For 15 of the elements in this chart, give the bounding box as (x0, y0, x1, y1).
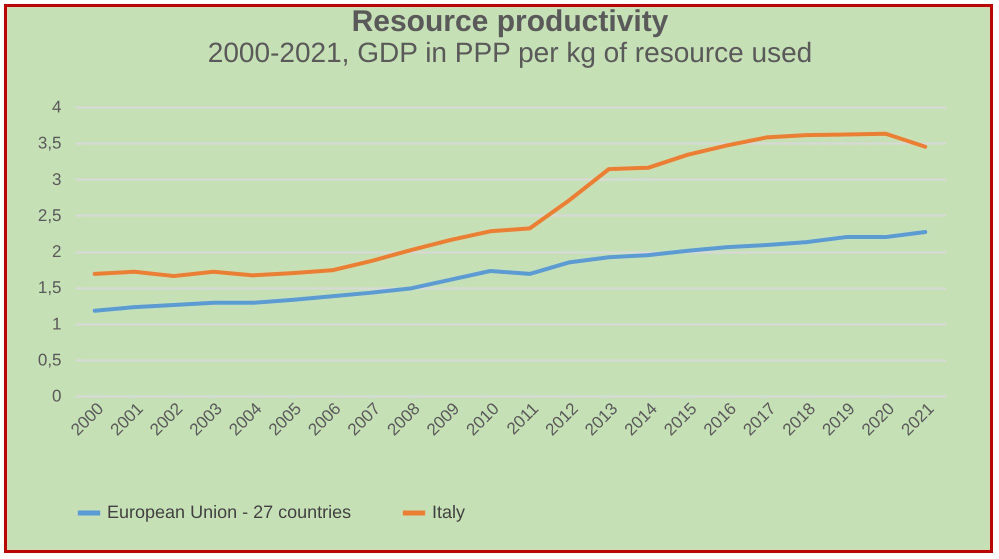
y-tick-label: 0 (52, 386, 62, 406)
y-tick-label: 2,5 (38, 206, 62, 225)
line-series (92, 230, 928, 313)
y-tick-label: 2 (52, 242, 62, 261)
y-tick-label: 3 (52, 170, 62, 189)
y-tick-label: 0,5 (38, 350, 62, 370)
y-tick-label: 1 (52, 314, 62, 334)
y-tick-label: 1,5 (38, 278, 62, 298)
legend-label: Italy (432, 502, 466, 522)
chart-title: Resource productivity (352, 5, 669, 38)
legend-label: European Union - 27 countries (107, 502, 352, 522)
chart-subtitle: 2000-2021, GDP in PPP per kg of resource used (208, 37, 812, 68)
line-series (92, 132, 928, 278)
y-tick-label: 4 (52, 98, 62, 116)
y-tick-label: 3,5 (38, 134, 62, 153)
